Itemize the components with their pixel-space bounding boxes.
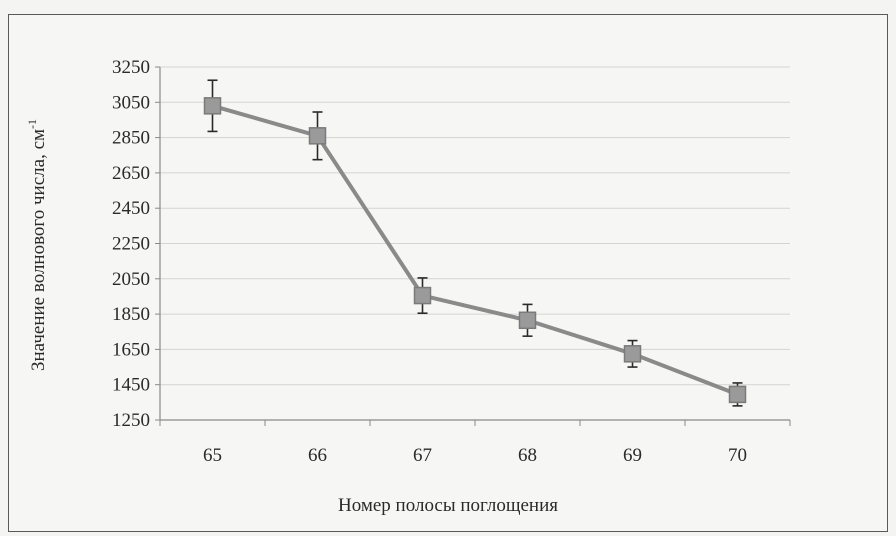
y-axis-title-superscript: -1 (25, 119, 39, 129)
y-tick-label-3050: 3050 (112, 92, 150, 113)
chart-frame (8, 14, 888, 532)
data-point-70 (728, 385, 747, 404)
y-tick-label-2450: 2450 (112, 198, 150, 219)
y-tick-label-2850: 2850 (112, 128, 150, 149)
data-point-66 (308, 127, 327, 145)
y-tick-label-3250: 3250 (112, 57, 150, 78)
data-point-67 (413, 286, 432, 305)
y-tick-label-2050: 2050 (112, 269, 150, 290)
y-tick-label-1450: 1450 (112, 375, 150, 396)
y-tick-label-2650: 2650 (112, 163, 150, 184)
x-tick-label-69: 69 (623, 445, 642, 466)
y-axis-title-main: Значение волнового числа, см (28, 129, 49, 371)
x-tick-labels: 65 66 67 68 69 70 (203, 445, 747, 466)
series-0-line (211, 103, 739, 397)
grid-lines (160, 66, 790, 386)
x-tick-label-70: 70 (728, 445, 747, 466)
axes (155, 66, 791, 426)
x-tick-label-66: 66 (308, 445, 327, 466)
data-point-69 (623, 345, 642, 363)
series-line (211, 103, 739, 397)
x-axis-title: Номер полосы поглощения (338, 495, 558, 516)
y-tick-label-1250: 1250 (112, 410, 150, 431)
y-axis-title: Значение волнового числа, см-1 (25, 119, 49, 371)
y-tick-label-1650: 1650 (112, 339, 150, 360)
y-tick-label-1850: 1850 (112, 304, 150, 325)
y-tick-labels: 1250 1450 1650 1850 2050 2250 2450 2650 2850 3050… (112, 57, 150, 431)
data-point-68 (518, 311, 537, 330)
x-tick-label-65: 65 (203, 445, 222, 466)
data-point-65 (203, 97, 222, 115)
y-tick-label-2250: 2250 (112, 234, 150, 255)
x-tick-label-67: 67 (413, 445, 432, 466)
x-tick-label-68: 68 (518, 445, 537, 466)
data-points (203, 97, 747, 404)
